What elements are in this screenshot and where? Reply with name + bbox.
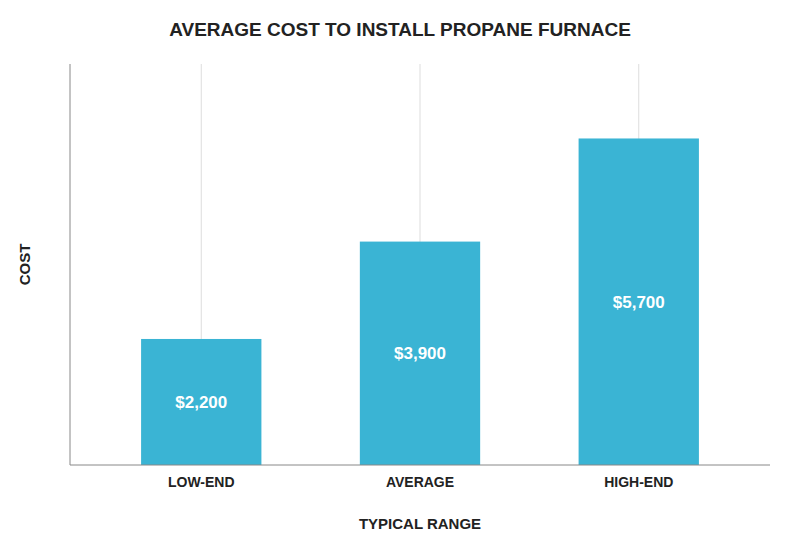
data-label: $2,200 <box>175 393 227 412</box>
y-axis-line <box>70 64 71 465</box>
chart-title: AVERAGE COST TO INSTALL PROPANE FURNACE <box>169 19 631 40</box>
y-axis-label: COST <box>16 244 33 286</box>
data-label: $3,900 <box>394 344 446 363</box>
bar <box>579 138 699 465</box>
x-tick-label: AVERAGE <box>386 474 454 490</box>
bars <box>141 138 699 465</box>
x-axis-label: TYPICAL RANGE <box>359 515 481 532</box>
x-tick-label: HIGH-END <box>604 474 673 490</box>
data-label: $5,700 <box>613 293 665 312</box>
bar <box>360 242 480 465</box>
data-labels: $2,200 $3,900 $5,700 <box>175 293 665 412</box>
axes <box>70 64 770 465</box>
grid <box>201 64 639 465</box>
x-axis-line <box>70 465 770 466</box>
x-ticks: LOW-END AVERAGE HIGH-END <box>168 474 673 490</box>
chart-svg: AVERAGE COST TO INSTALL PROPANE FURNACE L… <box>0 0 800 551</box>
chart-container: AVERAGE COST TO INSTALL PROPANE FURNACE L… <box>0 0 800 551</box>
x-tick-label: LOW-END <box>168 474 235 490</box>
bar <box>141 339 261 465</box>
